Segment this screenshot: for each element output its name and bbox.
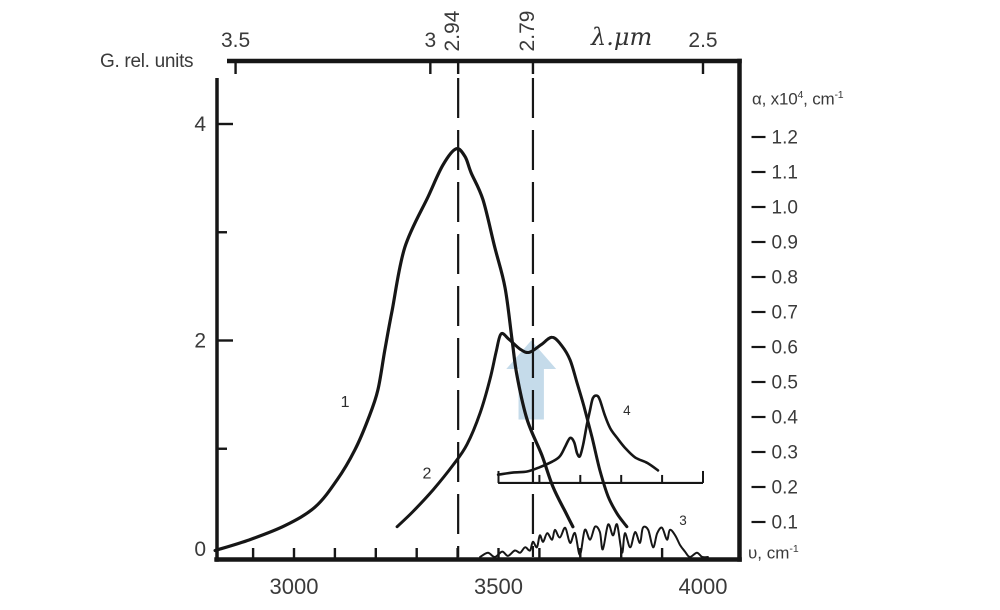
curves <box>213 147 709 559</box>
upsilon-axis-title: υ, cm-1 <box>748 543 799 563</box>
svg-text:1.2: 1.2 <box>772 128 798 149</box>
curve-2 <box>395 332 629 529</box>
svg-text:3: 3 <box>424 29 436 52</box>
svg-text:2.94: 2.94 <box>441 10 464 51</box>
left-axis: 0 2 4 <box>194 113 233 561</box>
curve-label-1: 1 <box>341 394 350 411</box>
svg-text:0.2: 0.2 <box>772 478 798 499</box>
svg-text:0.1: 0.1 <box>772 513 798 534</box>
curve-label-2: 2 <box>422 466 431 483</box>
bottom-axis: 3000 3500 4000 <box>251 548 728 599</box>
right-axis: 1.2 1.1 1.0 0.9 0.8 0.7 0.6 0.5 0.4 0.3 0.2 0.1 <box>751 128 799 534</box>
svg-text:3500: 3500 <box>474 574 523 599</box>
svg-text:0.4: 0.4 <box>772 408 799 429</box>
svg-text:0.8: 0.8 <box>772 268 798 289</box>
alpha-title-text: α, x10 <box>752 89 798 109</box>
plot-frame <box>214 58 742 562</box>
svg-text:1.1: 1.1 <box>772 163 798 184</box>
svg-text:2.79: 2.79 <box>516 11 539 52</box>
svg-text:3.5: 3.5 <box>221 29 250 52</box>
svg-text:3000: 3000 <box>270 574 319 599</box>
svg-text:0.6: 0.6 <box>772 338 798 359</box>
curve-labels: 1 2 3 4 <box>341 394 687 528</box>
svg-text:1.0: 1.0 <box>772 198 798 219</box>
svg-text:4: 4 <box>194 113 206 136</box>
svg-text:0: 0 <box>194 538 206 561</box>
svg-text:4000: 4000 <box>679 574 728 599</box>
inset-axis <box>497 470 704 485</box>
dashed-guides <box>457 78 535 557</box>
curve-4 <box>496 394 660 476</box>
highlight-arrow <box>506 340 557 420</box>
alpha-title-cm: , cm <box>803 89 835 109</box>
svg-text:0.3: 0.3 <box>772 443 798 464</box>
top-axis: 3.5 3 2.94 2.79 2.5 <box>221 10 718 74</box>
alpha-axis-title: α, x104, cm-1 <box>752 89 844 109</box>
lambda-axis-title: λ.μm <box>591 23 653 51</box>
svg-text:0.5: 0.5 <box>772 373 798 394</box>
g-axis-title: G. rel. units <box>100 51 194 72</box>
svg-text:0.9: 0.9 <box>772 233 798 254</box>
upsilon-title-sup: -1 <box>789 543 799 555</box>
alpha-title-sup4: 4 <box>797 89 804 101</box>
svg-text:2: 2 <box>194 330 206 353</box>
curve-label-4: 4 <box>623 403 631 418</box>
curve-3 <box>479 523 709 559</box>
curve-1 <box>213 147 575 553</box>
alpha-title-supm1: -1 <box>834 89 844 101</box>
upsilon-title-text: υ, cm <box>748 543 790 563</box>
svg-text:0.7: 0.7 <box>772 303 798 324</box>
svg-text:2.5: 2.5 <box>688 29 717 52</box>
curve-label-3: 3 <box>679 513 687 528</box>
